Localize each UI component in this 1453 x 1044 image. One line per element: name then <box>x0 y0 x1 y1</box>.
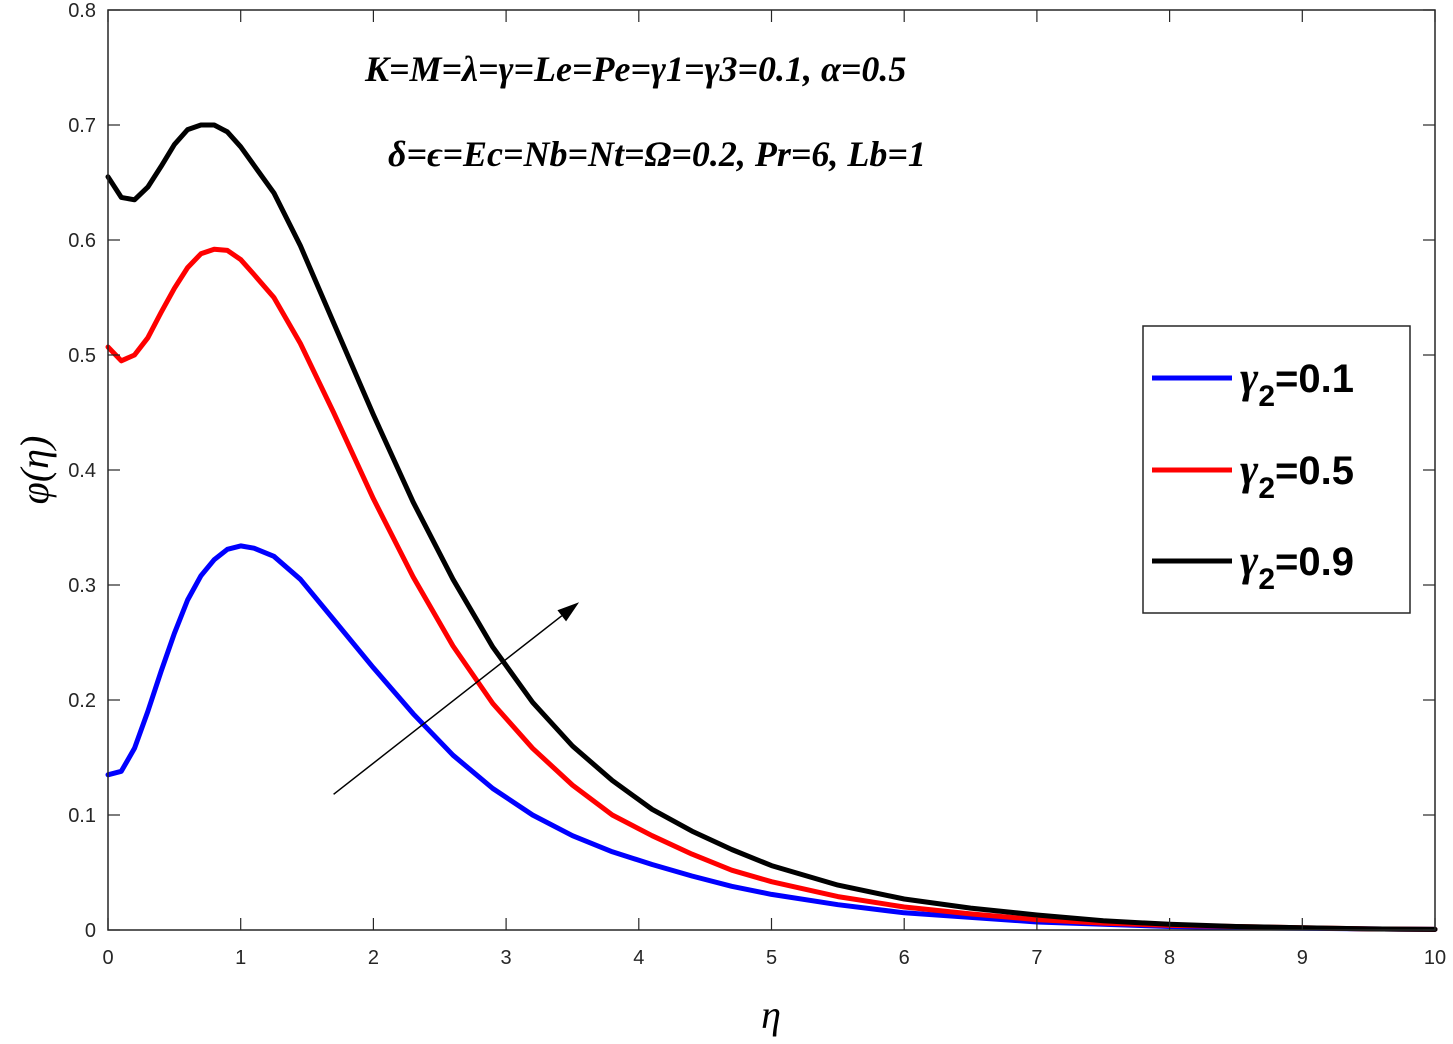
y-tick-label: 0.1 <box>68 805 96 827</box>
x-tick-label: 2 <box>368 947 379 969</box>
series-line-3 <box>105 122 1438 932</box>
y-tick-label: 0.7 <box>68 115 96 137</box>
x-tick-label: 9 <box>1297 947 1308 969</box>
x-tick-label: 7 <box>1031 947 1042 969</box>
trend-arrow <box>333 602 580 795</box>
x-tick-label: 1 <box>235 947 246 969</box>
series-line-2 <box>105 246 1438 932</box>
trend-arrow-shaft <box>333 615 563 795</box>
legend-symbol: γ <box>1240 536 1259 585</box>
x-tick-label: 5 <box>766 947 777 969</box>
x-axis-title: η <box>761 992 781 1037</box>
legend-symbol: γ <box>1240 353 1259 402</box>
x-tick-label: 4 <box>633 947 644 969</box>
y-tick-label: 0.5 <box>68 345 96 367</box>
y-tick-label: 0.6 <box>68 230 96 252</box>
annotation-line-1: K=M=λ=γ=Le=Pe=γ1=γ3=0.1, α=0.5 <box>364 49 906 89</box>
annotation-line-2: δ=ϵ=Ec=Nb=Nt=Ω=0.2, Pr=6, Lb=1 <box>388 134 926 174</box>
y-tick-label: 0.2 <box>68 690 96 712</box>
legend-label: γ2=0.9 <box>1240 536 1354 596</box>
legend-subscript: 2 <box>1258 563 1275 596</box>
ticks-layer: 0 1 2 3 4 5 6 7 8 9 10 0 0.1 0.2 0.3 0.4 0.5 0.6 0.7 0.8 <box>68 0 1446 969</box>
annotation-block: K=M=λ=γ=Le=Pe=γ1=γ3=0.1, α=0.5 δ=ϵ=Ec=Nb… <box>364 49 926 174</box>
legend-label: γ2=0.5 <box>1240 445 1354 505</box>
legend-item-1: γ2=0.1 <box>1152 353 1354 413</box>
y-tick-label: 0 <box>85 920 96 942</box>
series-layer <box>105 122 1438 932</box>
y-tick-label: 0.4 <box>68 460 96 482</box>
x-tick-label: 8 <box>1164 947 1175 969</box>
y-tick-label: 0.8 <box>68 0 96 22</box>
legend-label: γ2=0.1 <box>1240 353 1354 413</box>
legend-subscript: 2 <box>1258 380 1275 413</box>
legend-value: =0.5 <box>1275 449 1354 493</box>
legend-item-3: γ2=0.9 <box>1152 536 1354 596</box>
x-tick-label: 10 <box>1424 947 1446 969</box>
legend-symbol: γ <box>1240 445 1259 494</box>
x-tick-label: 3 <box>501 947 512 969</box>
x-tick-label: 6 <box>899 947 910 969</box>
y-tick-label: 0.3 <box>68 575 96 597</box>
legend-item-2: γ2=0.5 <box>1152 445 1354 505</box>
x-tick-label: 0 <box>102 947 113 969</box>
legend-value: =0.9 <box>1275 540 1354 584</box>
legend: γ2=0.1γ2=0.5γ2=0.9 <box>1142 325 1411 614</box>
trend-arrow-head <box>557 602 580 622</box>
y-axis-title: φ(η) <box>12 436 57 505</box>
legend-subscript: 2 <box>1258 472 1275 505</box>
legend-value: =0.1 <box>1275 357 1354 401</box>
